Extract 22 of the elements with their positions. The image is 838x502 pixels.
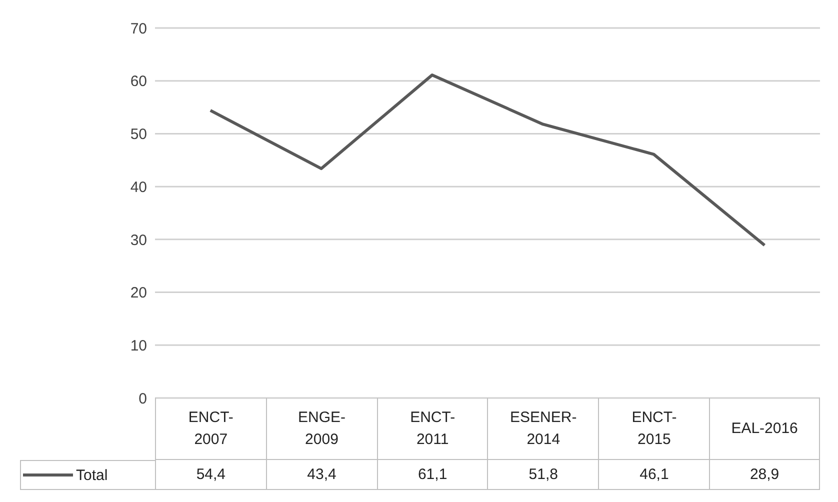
x-tick-label: ENGE-2009: [298, 408, 346, 450]
x-tick-label: ESENER-2014: [510, 408, 577, 450]
data-label: 43,4: [266, 460, 377, 490]
y-tick-label: 30: [130, 232, 147, 249]
line-series: [208, 74, 766, 247]
y-tick-label: 0: [138, 390, 147, 408]
x-tick-label: ENCT-2007: [188, 408, 234, 450]
data-label: 46,1: [598, 460, 710, 490]
y-tick-label: 10: [130, 337, 147, 354]
y-tick-label: 70: [130, 20, 147, 38]
y-tick-label: 40: [130, 178, 147, 196]
x-tick-label: EAL-2016: [731, 418, 798, 438]
data-label: 61,1: [376, 460, 488, 490]
y-tick-label: 60: [130, 73, 147, 90]
x-tick-label: ENCT-2011: [410, 408, 456, 450]
y-tick-label: 20: [130, 284, 147, 302]
data-label: 54,4: [155, 460, 266, 490]
data-label: 51,8: [487, 460, 598, 490]
x-tick-label: ENCT-2015: [632, 408, 677, 450]
y-tick-label: 50: [130, 126, 147, 144]
legend-label: Total: [76, 466, 108, 484]
data-label: 28,9: [709, 460, 820, 490]
